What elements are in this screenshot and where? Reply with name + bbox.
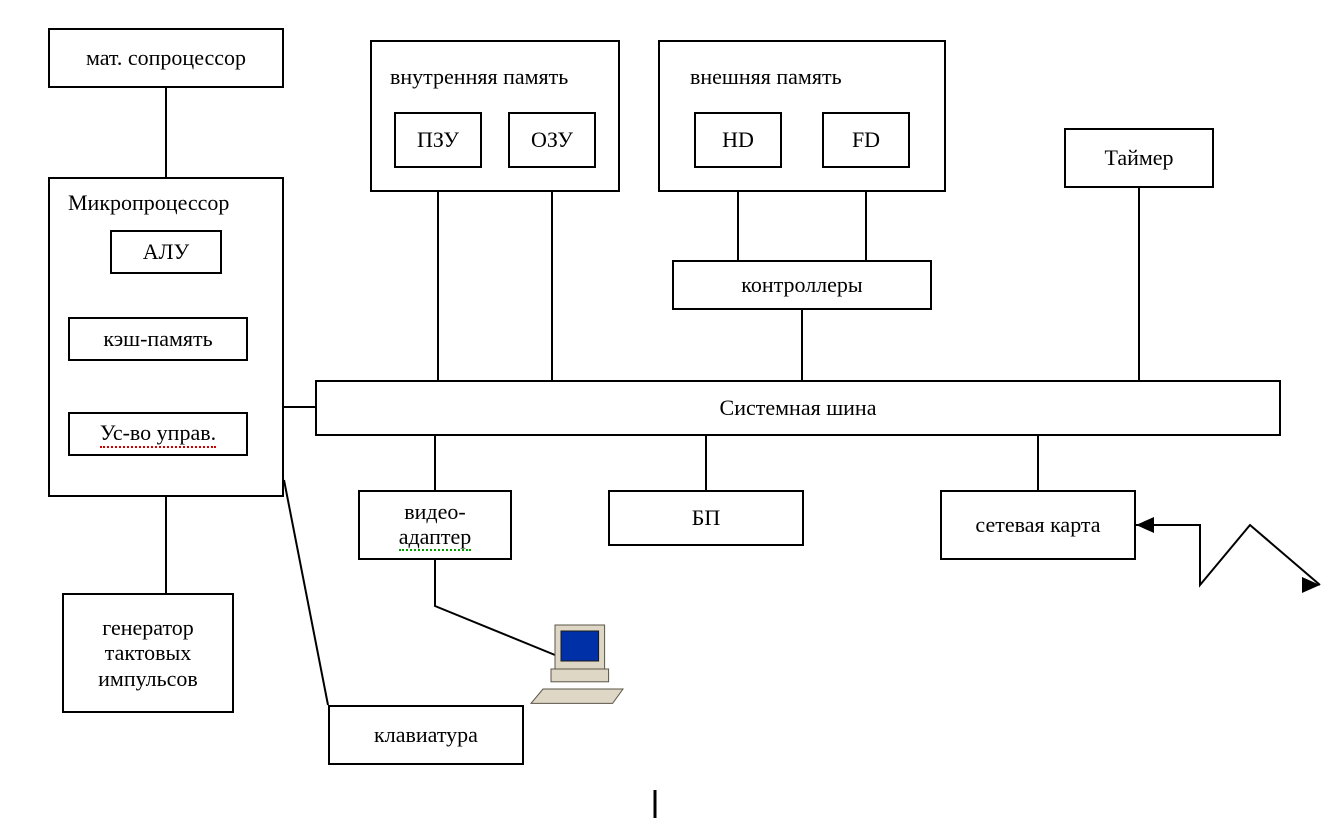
node-label-timer: Таймер — [1104, 145, 1173, 171]
node-label-rom: ПЗУ — [417, 127, 459, 153]
node-label-cache: кэш-память — [103, 326, 212, 352]
node-alu: АЛУ — [110, 230, 222, 274]
node-label-psu: БП — [692, 505, 721, 531]
node-label-netcard: сетевая карта — [975, 512, 1100, 537]
net-zigzag — [1136, 525, 1320, 585]
node-bus: Системная шина — [315, 380, 1281, 436]
node-netcard: сетевая карта — [940, 490, 1136, 560]
node-label-ram: ОЗУ — [531, 127, 573, 153]
node-label-coproc: мат. сопроцессор — [86, 45, 246, 71]
node-cu: Ус-во управ. — [68, 412, 248, 456]
node-cache: кэш-память — [68, 317, 248, 361]
node-rom: ПЗУ — [394, 112, 482, 168]
node-video: видео- адаптер — [358, 490, 512, 560]
node-fd: FD — [822, 112, 910, 168]
node-hd: HD — [694, 112, 782, 168]
edge-micro-kbd — [284, 480, 328, 705]
node-label-ctrl: контроллеры — [741, 272, 862, 298]
node-label-kbd: клавиатура — [374, 722, 478, 748]
container-title-extmem: внешняя память — [690, 64, 842, 90]
computer-monitor-icon — [531, 625, 623, 703]
container-title-intmem: внутренняя память — [390, 64, 568, 90]
node-coproc: мат. сопроцессор — [48, 28, 284, 88]
edge-video-monitor — [435, 560, 555, 655]
node-psu: БП — [608, 490, 804, 546]
node-kbd: клавиатура — [328, 705, 524, 765]
node-label-hd: HD — [722, 127, 754, 153]
container-title-micro: Микропроцессор — [68, 190, 229, 216]
node-label-clockgen: генератор тактовых импульсов — [70, 615, 226, 691]
node-label-cu: Ус-во управ. — [100, 420, 216, 448]
node-ram: ОЗУ — [508, 112, 596, 168]
node-label-bus: Системная шина — [720, 395, 877, 421]
node-timer: Таймер — [1064, 128, 1214, 188]
arrowhead-right-icon — [1302, 577, 1320, 593]
node-label-fd: FD — [852, 127, 880, 153]
node-label-video: видео- адаптер — [399, 499, 472, 552]
node-clockgen: генератор тактовых импульсов — [62, 593, 234, 713]
node-ctrl: контроллеры — [672, 260, 932, 310]
arrowhead-left-icon — [1136, 517, 1154, 533]
node-label-alu: АЛУ — [143, 239, 189, 265]
